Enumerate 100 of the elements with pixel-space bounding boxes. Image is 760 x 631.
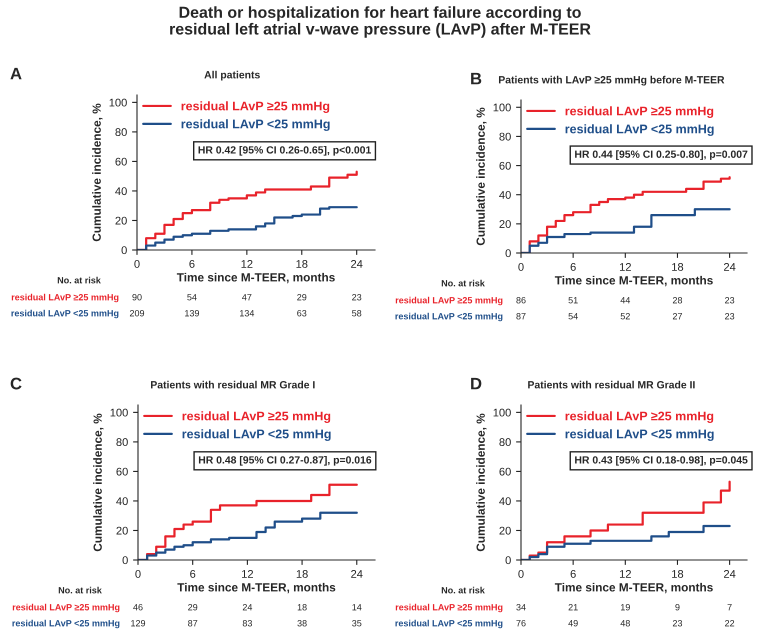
text: residual LAvP ≥25 mmHg (12, 294, 118, 302)
x-tick-label: 24 (351, 260, 363, 268)
x-tick-label: 0 (518, 263, 524, 271)
x-tick-label: 24 (351, 570, 363, 578)
x-tick-label: 18 (296, 570, 308, 578)
y-tick-label: 0 (506, 556, 511, 564)
text: 18 (298, 604, 307, 610)
x-tick-label: 24 (724, 263, 736, 271)
text: C (10, 378, 22, 390)
text: residual LAvP <25 mmHg (395, 312, 502, 322)
x-tick-label: 6 (570, 263, 576, 271)
text: 83 (242, 620, 252, 626)
y-axis-title: Cumulative incidence, % (93, 414, 104, 552)
x-tick-label: 12 (620, 263, 631, 271)
y-tick-label: 40 (499, 497, 511, 506)
text: 29 (188, 604, 198, 610)
y-tick-label: 20 (116, 526, 128, 535)
x-tick-label: 0 (135, 570, 141, 578)
y-tick-label: 40 (115, 187, 127, 196)
y-axis-title: Cumulative incidence, % (92, 104, 103, 242)
text: 87 (188, 620, 198, 626)
annotation: HR 0.48 [95% CI 0.27-0.87], p=0.016 (198, 456, 372, 466)
legend-label: residual LAvP <25 mmHg (566, 429, 714, 441)
text: 23 (672, 620, 682, 626)
text: residual LAvP ≥25 mmHg (396, 604, 502, 612)
y-tick-label: 0 (122, 246, 127, 254)
text: Death or hospitalization for heart failure according to residual left atrial v-wave pressure (LAvP) after M-TEER (170, 6, 591, 38)
text: 54 (187, 294, 197, 300)
x-tick-label: 12 (242, 570, 254, 578)
text: 44 (620, 297, 630, 304)
y-tick-label: 20 (499, 220, 511, 228)
text: 58 (352, 310, 362, 316)
legend-label: residual LAvP ≥25 mmHg (182, 411, 330, 423)
legend-label: residual LAvP ≥25 mmHg (182, 101, 330, 113)
text: A (10, 68, 22, 80)
text: 7 (728, 604, 732, 610)
text: 54 (568, 313, 578, 320)
y-tick-label: 100 (494, 104, 511, 112)
text: No. at risk (58, 276, 101, 284)
chart-title: Patients with residual MR Grade I (151, 380, 315, 388)
text: 86 (516, 297, 526, 304)
y-tick-label: 80 (499, 438, 511, 446)
text: residual LAvP ≥25 mmHg (396, 296, 502, 306)
text: 134 (240, 310, 254, 316)
legend-label: residual LAvP <25 mmHg (182, 429, 331, 441)
y-tick-label: 100 (494, 408, 511, 417)
y-tick-label: 0 (122, 556, 128, 564)
x-axis-title: Time since M-TEER, months (554, 276, 713, 286)
text: residual LAvP <25 mmHg (12, 620, 120, 628)
x-axis-title: Time since M-TEER, months (176, 272, 335, 284)
text: 52 (620, 313, 630, 320)
y-axis-title: Cumulative incidence, % (476, 414, 487, 552)
x-axis-title: Time since M-TEER, months (177, 582, 336, 594)
text: 35 (352, 620, 362, 626)
legend-label: residual LAvP <25 mmHg (566, 124, 714, 136)
text: D (471, 378, 482, 390)
x-tick-label: 12 (620, 570, 631, 578)
text: residual LAvP <25 mmHg (11, 310, 118, 318)
text: 29 (297, 294, 306, 300)
text: residual LAvP <25 mmHg (395, 620, 502, 628)
text: 23 (725, 313, 734, 320)
y-tick-label: 60 (116, 468, 128, 476)
text: No. at risk (58, 586, 102, 594)
x-tick-label: 18 (296, 260, 308, 268)
x-tick-label: 24 (724, 570, 736, 578)
y-tick-label: 20 (499, 526, 511, 535)
annotation: HR 0.43 [95% CI 0.18-0.98], p=0.045 (575, 456, 748, 466)
text: 47 (242, 294, 252, 300)
text: 209 (130, 310, 144, 316)
y-tick-label: 40 (499, 190, 511, 199)
legend-label: residual LAvP ≥25 mmHg (566, 106, 714, 118)
y-tick-label: 60 (115, 158, 127, 166)
text: 63 (297, 310, 306, 316)
text: 14 (352, 604, 362, 610)
text: 87 (516, 313, 526, 320)
y-tick-label: 20 (115, 216, 127, 225)
y-tick-label: 100 (110, 408, 128, 417)
text: 48 (620, 620, 630, 626)
chart-title: All patients (204, 70, 260, 80)
text: 38 (297, 620, 307, 626)
text: 90 (132, 294, 142, 300)
text: 46 (133, 604, 143, 610)
text: 49 (568, 620, 578, 626)
x-tick-label: 18 (672, 263, 684, 271)
text: 22 (725, 620, 734, 626)
legend-label: residual LAvP ≥25 mmHg (566, 411, 714, 423)
x-tick-label: 6 (189, 260, 195, 268)
text: No. at risk (442, 280, 485, 286)
x-tick-label: 0 (134, 260, 140, 268)
x-tick-label: 6 (570, 570, 576, 578)
text: 27 (672, 313, 682, 320)
y-tick-label: 80 (115, 128, 127, 136)
y-tick-label: 0 (506, 249, 511, 258)
y-axis-title: Cumulative incidence, % (476, 108, 487, 246)
y-tick-label: 60 (499, 162, 511, 170)
chart-title: Patients with residual MR Grade II (528, 380, 695, 388)
text: residual LAvP ≥25 mmHg (12, 604, 120, 612)
text: 28 (672, 297, 682, 304)
text: 139 (185, 310, 200, 316)
text: 23 (725, 297, 734, 304)
